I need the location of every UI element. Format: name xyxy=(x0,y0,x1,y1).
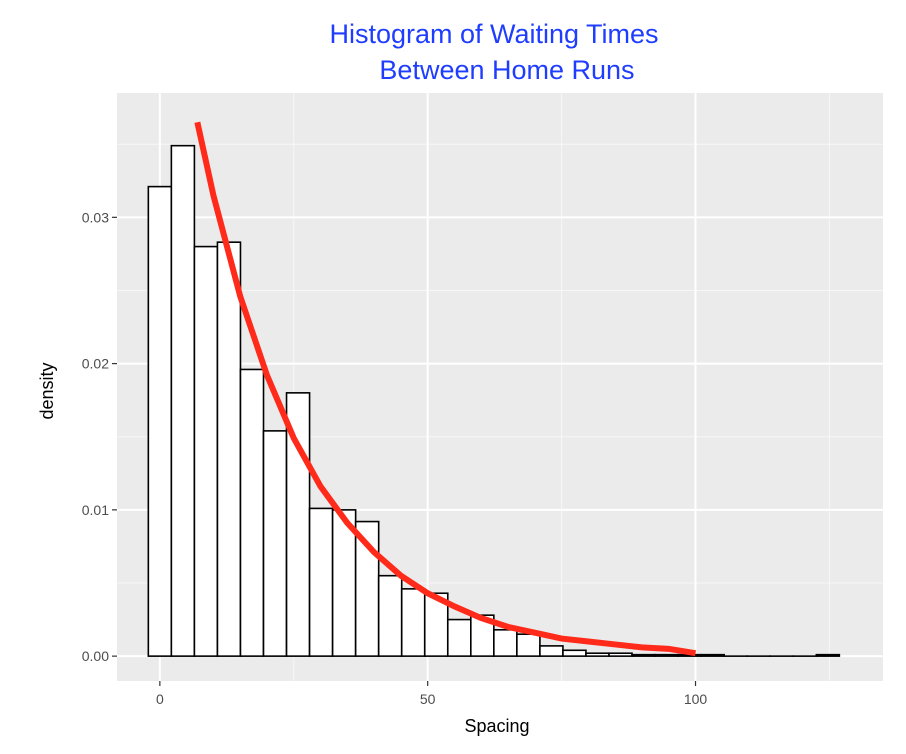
histogram-bar xyxy=(377,574,403,657)
histogram-bar xyxy=(493,629,518,657)
histogram-bar xyxy=(147,185,173,657)
y-tick-label: 0.02 xyxy=(82,356,109,372)
histogram-bar xyxy=(631,653,656,657)
histogram-bar xyxy=(700,653,725,657)
x-tick-label: 100 xyxy=(684,691,708,707)
histogram-bar xyxy=(239,368,265,657)
histogram-bar xyxy=(446,618,472,657)
histogram-bar xyxy=(216,241,242,657)
histogram-bar xyxy=(262,430,288,657)
histogram-bar xyxy=(815,653,841,657)
histogram-bar xyxy=(608,652,633,657)
histogram-bar xyxy=(193,245,219,657)
y-tick-label: 0.03 xyxy=(82,209,109,225)
x-axis-title: Spacing xyxy=(464,716,529,736)
histogram-bar xyxy=(654,653,679,657)
y-tick-label: 0.00 xyxy=(82,648,109,664)
x-axis-ticks: 0 50 100 xyxy=(156,681,707,707)
x-tick-label: 0 xyxy=(156,691,164,707)
histogram-bar xyxy=(400,588,426,657)
histogram-bar xyxy=(562,649,587,657)
histogram-bar xyxy=(585,652,610,657)
histogram-bar xyxy=(516,633,541,657)
chart-title-line-2: Between Home Runs xyxy=(379,55,634,85)
chart-title-line-1: Histogram of Waiting Times xyxy=(329,19,658,49)
histogram-bar xyxy=(170,144,196,657)
y-axis-ticks: 0.00 0.01 0.02 0.03 xyxy=(82,209,117,664)
histogram-bar xyxy=(308,507,334,657)
y-tick-label: 0.01 xyxy=(82,502,109,518)
x-tick-label: 50 xyxy=(420,691,436,707)
density-curve xyxy=(194,121,697,657)
histogram-bar xyxy=(539,645,564,657)
y-axis-title: density xyxy=(37,362,57,419)
